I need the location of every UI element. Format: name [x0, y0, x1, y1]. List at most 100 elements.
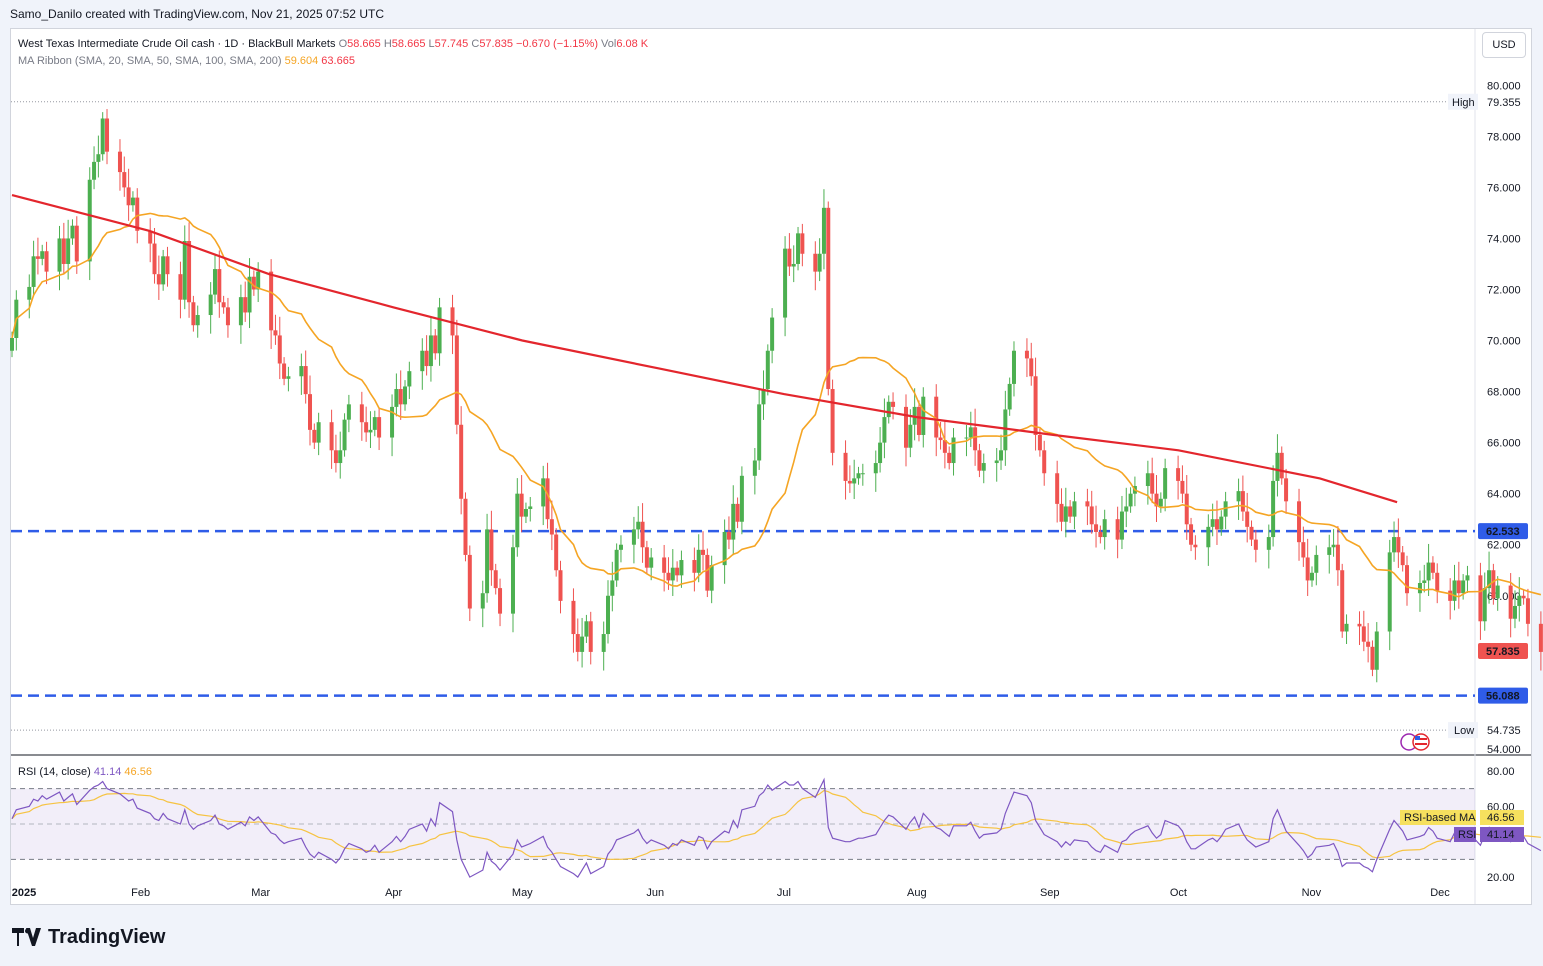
candle-body [480, 593, 485, 609]
time-tick-label: Oct [1170, 887, 1187, 899]
candle-body [519, 493, 524, 517]
candle-body [662, 557, 667, 573]
candle-body [424, 350, 429, 367]
low-value: 57.745 [434, 38, 469, 50]
candle-body [904, 406, 909, 448]
candle-body [800, 233, 805, 254]
price-tick-label: 80.000 [1487, 80, 1521, 92]
candle-body [1007, 383, 1012, 410]
candle-body [1189, 524, 1194, 545]
candle-body [1366, 641, 1371, 647]
candle-body [666, 572, 671, 581]
candle-body [66, 238, 71, 264]
candle-body [1340, 570, 1345, 632]
time-tick-label: 2025 [12, 887, 36, 899]
symbol-line: West Texas Intermediate Crude Oil cash ·… [18, 36, 648, 53]
candle-body [1206, 526, 1211, 548]
candle-body [269, 271, 274, 331]
candle-body [692, 560, 697, 573]
candle-body [705, 554, 710, 591]
candles-group [10, 109, 1543, 683]
candle-body [394, 389, 399, 407]
price-tick-label: 62.000 [1487, 540, 1521, 552]
rsi-tick-label: 80.00 [1487, 766, 1515, 778]
candle-body [1240, 491, 1245, 512]
candle-body [649, 557, 654, 568]
candle-body [1309, 572, 1314, 581]
price-tick-label: 54.000 [1487, 744, 1521, 756]
candle-body [1335, 544, 1340, 571]
candle-body [359, 404, 364, 423]
candle-body [1158, 498, 1163, 507]
candle-body [1392, 537, 1397, 553]
candle-body [1055, 473, 1060, 504]
candle-body [1374, 631, 1379, 670]
candle-body [286, 376, 291, 379]
candle-body [1236, 491, 1241, 502]
candle-body [610, 580, 615, 596]
candle-body [873, 463, 878, 474]
candle-body [122, 172, 127, 188]
candle-body [247, 276, 252, 313]
candle-body [1223, 501, 1228, 517]
candle-body [1150, 473, 1155, 494]
candle-body [403, 386, 408, 405]
candle-body [921, 396, 926, 435]
candle-body [329, 422, 334, 451]
ma-line: MA Ribbon (SMA, 20, SMA, 50, SMA, 100, S… [18, 53, 648, 70]
candle-body [938, 437, 943, 441]
candle-body [178, 274, 183, 300]
us-flag-stripe [1415, 738, 1427, 740]
time-tick-label: Jun [646, 887, 664, 899]
candle-body [1327, 547, 1332, 555]
candle-body [1370, 646, 1375, 670]
last-price-tag-label: 57.835 [1486, 646, 1520, 658]
candle-body [1487, 570, 1492, 589]
candle-body [679, 560, 684, 576]
price-tick-label: 76.000 [1487, 182, 1521, 194]
candle-body [1253, 539, 1258, 550]
high-value-label: 79.355 [1487, 97, 1521, 109]
candle-body [1024, 350, 1029, 359]
price-tick-label: 68.000 [1487, 387, 1521, 399]
candle-body [282, 363, 287, 379]
candle-body [973, 427, 978, 451]
candle-body [437, 307, 442, 354]
candle-body [644, 547, 649, 568]
candle-body [1405, 565, 1409, 594]
candle-body [208, 294, 213, 316]
candle-body [1245, 511, 1250, 527]
candle-body [1396, 537, 1401, 553]
candle-body [968, 427, 973, 438]
candle-body [675, 567, 680, 576]
candle-body [182, 241, 187, 300]
candle-body [670, 567, 675, 581]
high-tag-bg [1448, 93, 1478, 110]
rsi-tag-bg [1454, 827, 1476, 842]
candle-body [510, 547, 515, 614]
candle-body [35, 256, 40, 259]
candle-body [398, 389, 403, 405]
candle-body [588, 621, 593, 652]
candle-body [273, 330, 278, 336]
candle-body [277, 335, 282, 364]
candle-body [1176, 468, 1181, 481]
candle-body [770, 317, 775, 351]
currency-button[interactable]: USD [1482, 32, 1526, 58]
candle-body [1452, 580, 1457, 601]
candle-body [1124, 506, 1129, 512]
candle-body [74, 225, 79, 262]
candle-body [454, 335, 459, 425]
candle-body [757, 404, 762, 461]
candle-body [860, 473, 865, 475]
time-tick-label: May [512, 887, 533, 899]
candle-body [61, 238, 66, 264]
candle-body [856, 473, 861, 479]
candle-body [1184, 493, 1189, 525]
candle-body [433, 335, 438, 354]
rsi-ma-line [11, 789, 1541, 861]
candle-body [1094, 524, 1099, 532]
candle-body [463, 498, 468, 555]
high-tag-label: High [1452, 97, 1475, 109]
